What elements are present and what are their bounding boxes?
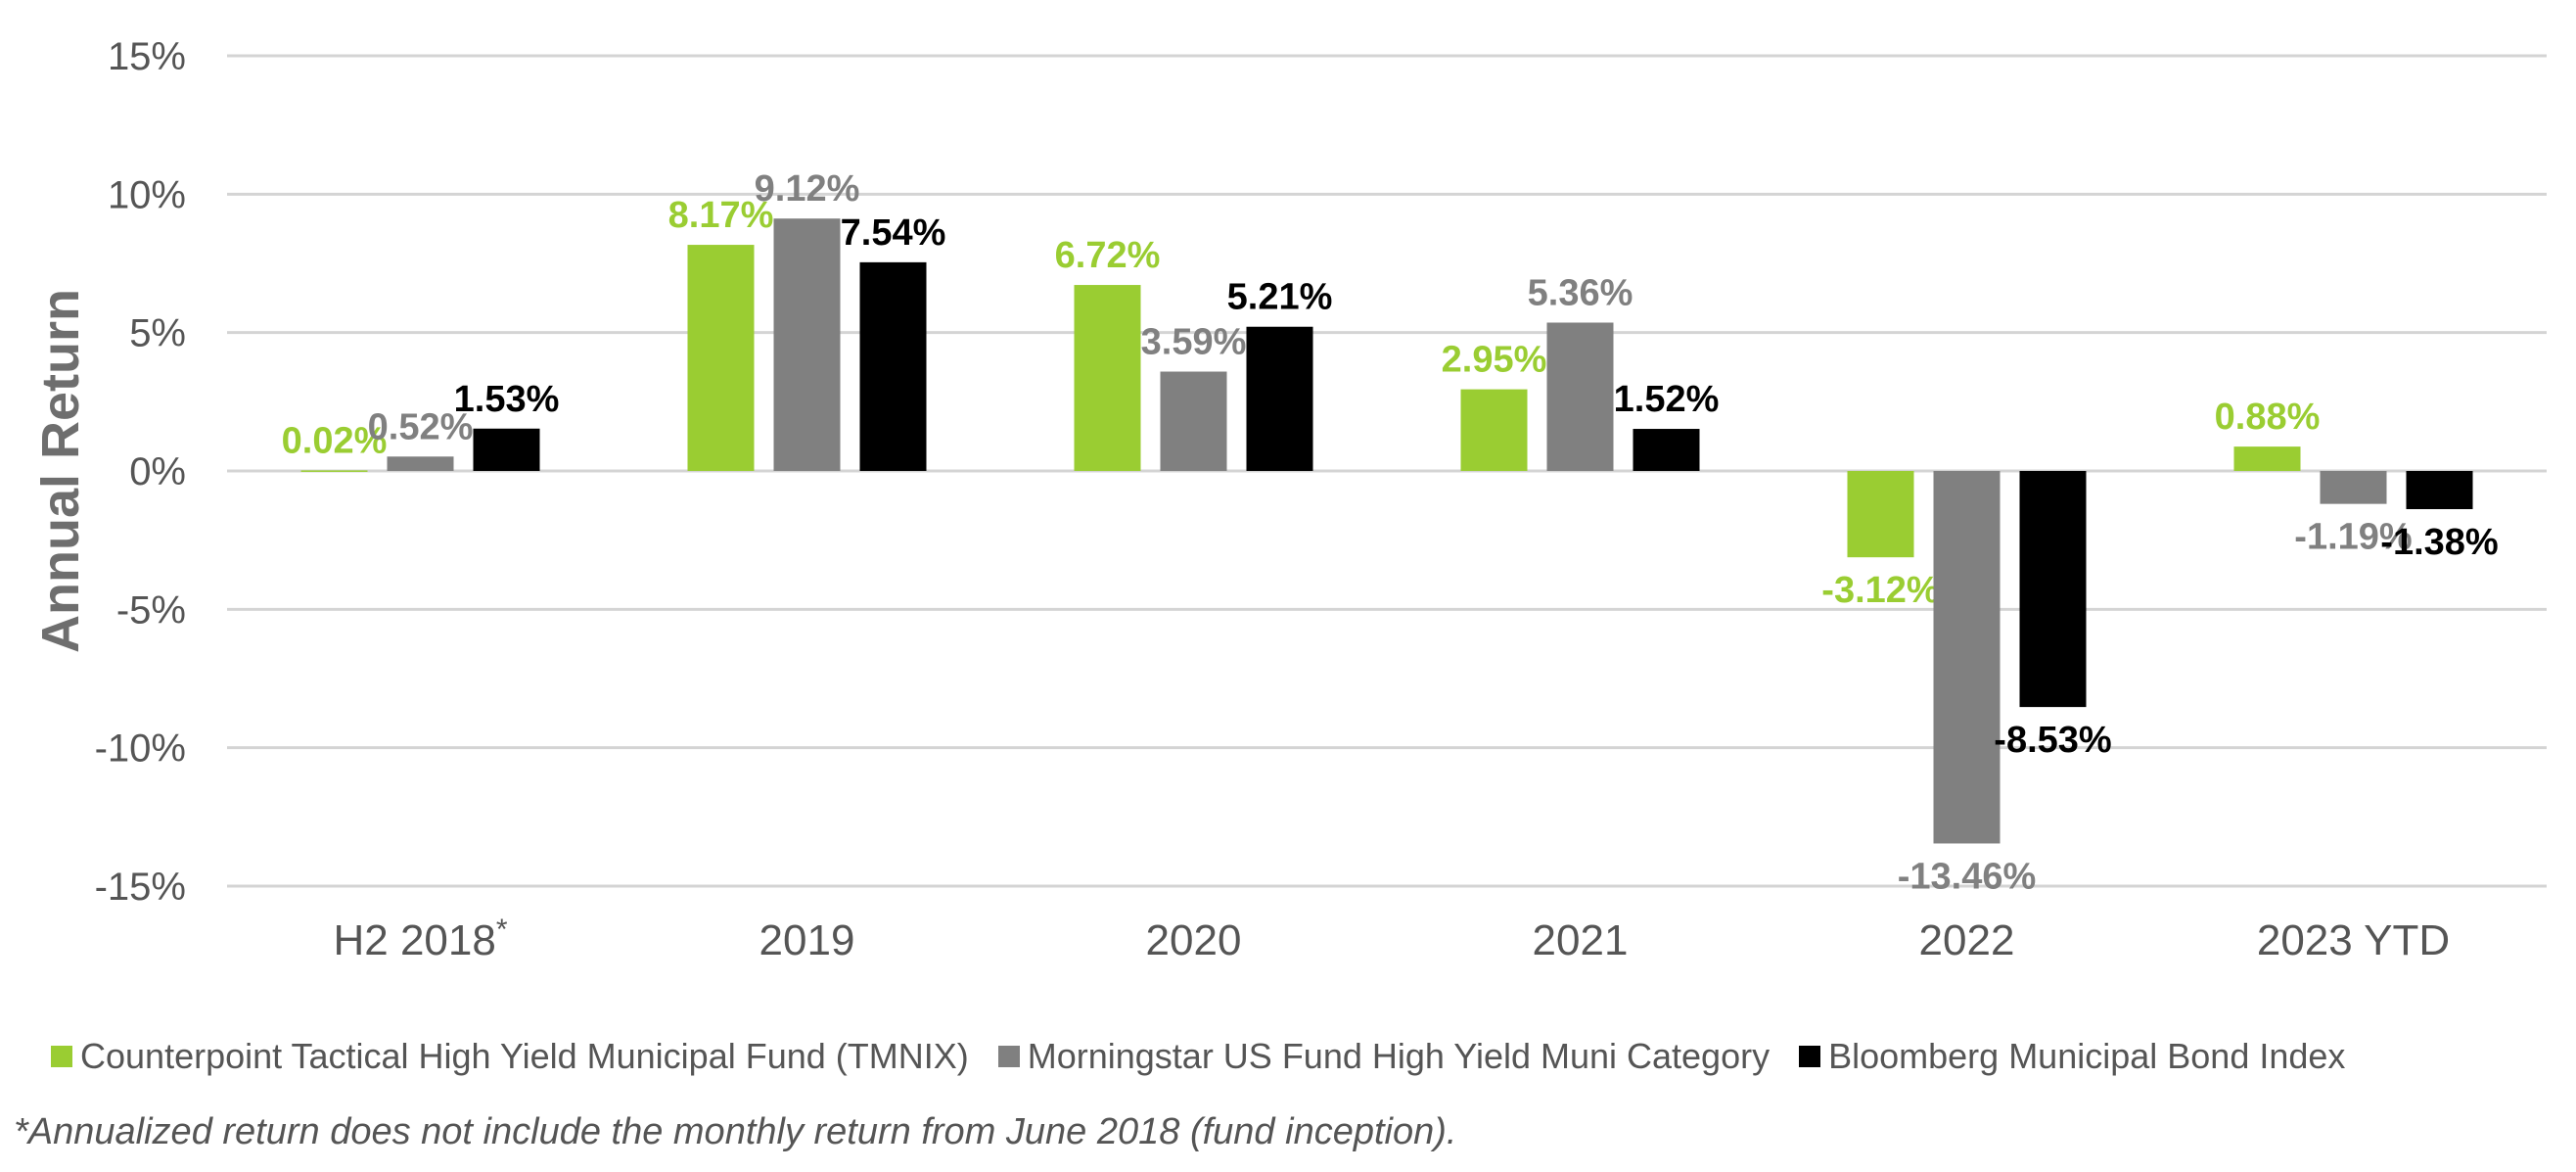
legend-item-bloomberg: Bloomberg Municipal Bond Index [1799,1036,2345,1077]
data-label: 8.17% [668,195,774,236]
data-label: 6.72% [1055,235,1161,276]
data-label: -3.12% [1821,570,1939,611]
data-label: 1.53% [454,379,560,420]
y-tick-label: 5% [129,312,186,355]
legend-swatch-bloomberg [1799,1046,1821,1067]
bar-chart: 15%10%5%0%-5%-10%-15%Annual Return 0.02%0… [31,35,2547,964]
data-label: -1.19% [2294,517,2412,558]
footnote: *Annualized return does not include the … [14,1111,1457,1152]
x-tick-label: 2021 [1533,916,1629,964]
x-tick-label: 2019 [759,916,855,964]
data-label: 9.12% [755,168,860,210]
x-tick-label: H2 2018* [333,914,507,964]
legend-item-tmnix: Counterpoint Tactical High Yield Municip… [51,1036,969,1077]
y-tick-label: 15% [108,35,186,78]
y-tick-label: -10% [95,727,186,771]
bar [473,428,540,471]
data-label: 2.95% [1442,340,1547,381]
bar [2320,471,2387,504]
legend-swatch-tmnix [51,1046,72,1067]
bar [1633,429,1700,471]
y-axis-label: Annual Return [31,289,90,653]
bar [1460,389,1528,471]
y-tick-label: 0% [129,450,186,493]
bar [1847,471,1914,558]
bar [687,245,755,471]
x-tick-label: 2023 YTD [2257,916,2450,964]
legend-swatch-morningstar [997,1046,1020,1067]
data-label: 0.02% [282,420,388,461]
legend-label-bloomberg: Bloomberg Municipal Bond Index [1828,1036,2346,1076]
legend: Counterpoint Tactical High Yield Municip… [51,1036,2374,1077]
bar [773,218,841,471]
data-label: 1.52% [1614,379,1720,420]
bar [1246,326,1313,471]
data-label: 3.59% [1141,322,1247,363]
data-label: 0.52% [368,406,474,447]
bar [387,456,454,471]
data-label: 7.54% [841,212,946,254]
legend-label-tmnix: Counterpoint Tactical High Yield Municip… [80,1036,969,1076]
data-label: -8.53% [1994,720,2111,761]
x-tick-label: 2020 [1146,916,1242,964]
bar [300,470,368,472]
bar [2406,471,2473,510]
bar [1160,371,1227,471]
bar [1933,471,2001,844]
bar [1074,285,1141,471]
legend-item-morningstar: Morningstar US Fund High Yield Muni Cate… [997,1036,1771,1077]
bar [2233,446,2301,471]
data-label: -1.38% [2380,522,2498,563]
data-label: 0.88% [2215,397,2321,438]
legend-label-morningstar: Morningstar US Fund High Yield Muni Cate… [1027,1036,1771,1076]
data-label: 5.21% [1227,277,1333,318]
data-label: 5.36% [1528,272,1633,313]
x-tick-label: 2022 [1919,916,2015,964]
x-tick-superscript: * [496,914,508,946]
bar [859,261,927,471]
bar [2019,471,2087,708]
bar [1546,322,1614,471]
y-tick-label: -5% [116,588,186,632]
y-tick-label: -15% [95,866,186,909]
y-tick-label: 10% [108,173,186,216]
data-label: -13.46% [1898,856,2037,897]
